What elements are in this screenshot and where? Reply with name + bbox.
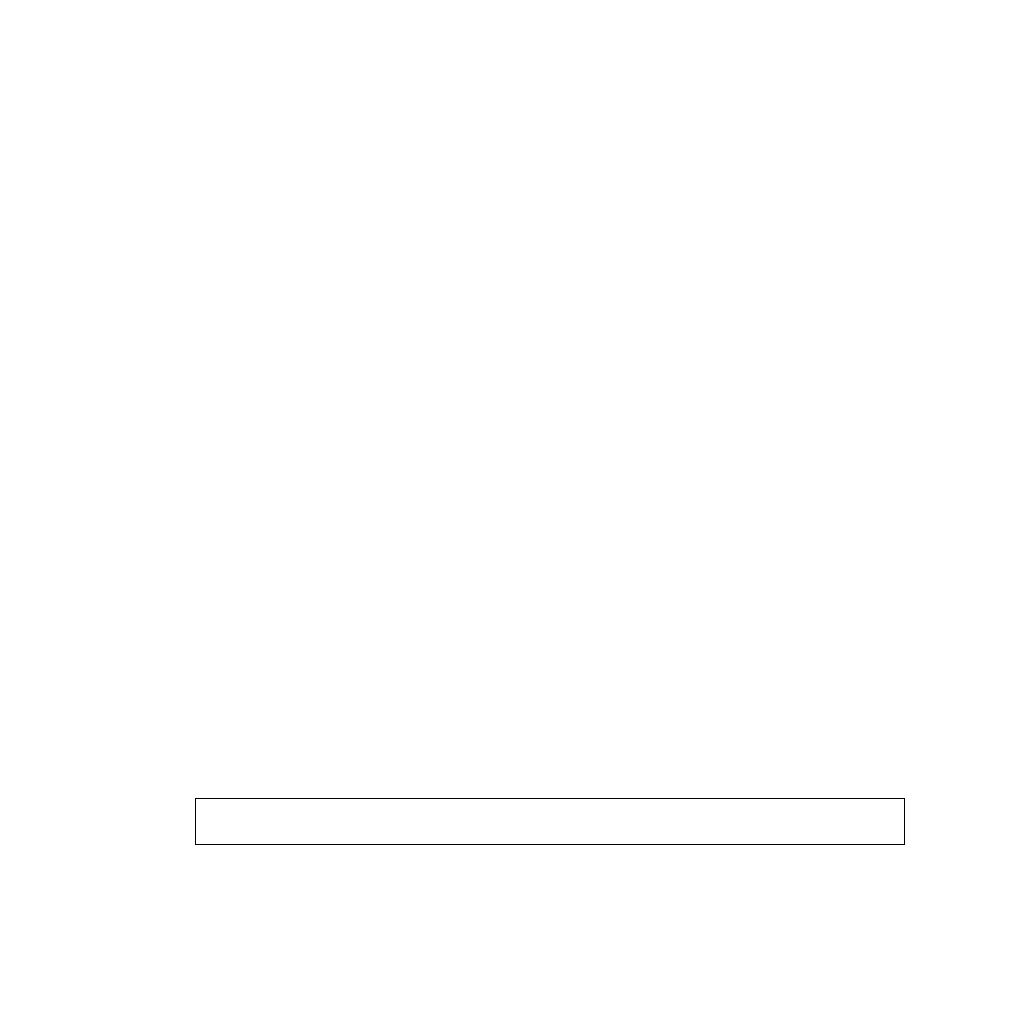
map-canvas	[120, 185, 990, 725]
colorbar	[195, 798, 905, 845]
map-plot-area	[120, 185, 990, 725]
colorbar-tick-labels	[195, 851, 905, 875]
